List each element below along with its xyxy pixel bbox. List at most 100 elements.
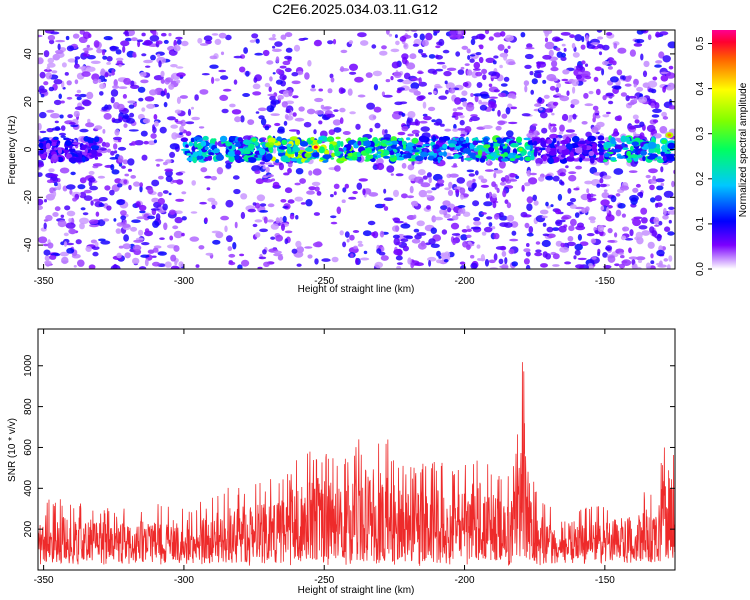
heatmap-cell	[228, 253, 236, 258]
heatmap-cell	[277, 128, 285, 134]
heatmap-cell	[70, 124, 79, 128]
heatmap-cell	[488, 83, 493, 88]
heatmap-cell	[656, 185, 664, 191]
heatmap-cell	[111, 69, 115, 76]
heatmap-cell	[323, 106, 332, 110]
heatmap-cell	[338, 87, 345, 94]
heatmap-cell	[313, 129, 317, 135]
heatmap-cell	[173, 245, 180, 252]
heatmap-cell	[523, 80, 530, 86]
heatmap-cell	[82, 47, 90, 52]
heatmap-band-cell	[662, 149, 668, 153]
heatmap-cell	[38, 88, 48, 93]
heatmap-cell	[330, 215, 337, 219]
heatmap-cell	[629, 49, 637, 57]
heatmap-cell	[209, 64, 219, 69]
heatmap-cell	[330, 221, 338, 225]
heatmap-cell	[598, 51, 603, 56]
heatmap-band-cell	[539, 147, 546, 151]
heatmap-cell	[117, 103, 125, 111]
heatmap-cell	[650, 260, 655, 265]
heatmap-cell	[633, 43, 643, 47]
heatmap-band-cell	[287, 143, 292, 147]
heatmap-cell	[602, 114, 610, 118]
heatmap-cell	[524, 53, 534, 60]
heatmap-cell	[430, 243, 440, 248]
heatmap-cell	[147, 140, 156, 146]
heatmap-cell	[649, 184, 655, 191]
heatmap-cell	[245, 70, 250, 77]
heatmap-cell	[83, 189, 92, 194]
heatmap-cell	[46, 66, 50, 71]
heatmap-cell	[590, 238, 597, 244]
heatmap-cell	[151, 255, 157, 258]
heatmap-cell	[628, 170, 638, 174]
heatmap-cell	[570, 133, 578, 137]
heatmap-cell	[63, 241, 68, 247]
heatmap-cell	[75, 239, 82, 245]
heatmap-band-cell	[490, 142, 494, 148]
heatmap-cell	[43, 50, 50, 58]
heatmap-cell	[545, 253, 552, 260]
heatmap-cell	[406, 116, 413, 124]
heatmap-cell	[561, 113, 569, 122]
heatmap-cell	[530, 89, 534, 95]
heatmap-cell	[357, 243, 364, 247]
heatmap-cell	[399, 36, 407, 42]
heatmap-cell	[426, 190, 433, 194]
heatmap-cell	[564, 261, 572, 265]
heatmap-cell	[98, 238, 106, 242]
heatmap-band-cell	[512, 152, 516, 155]
heatmap-cell	[169, 143, 180, 150]
heatmap-cell	[559, 172, 566, 177]
heatmap-band-cell	[503, 152, 509, 157]
heatmap-band-cell	[475, 140, 483, 143]
heatmap-cell	[390, 173, 394, 176]
heatmap-cell	[561, 78, 569, 82]
heatmap-cell	[433, 30, 440, 34]
heatmap-cell	[561, 43, 566, 47]
heatmap-cell	[535, 241, 541, 245]
heatmap-band-cell	[636, 139, 644, 143]
heatmap-cell	[152, 220, 160, 228]
heatmap-band-cell	[597, 140, 606, 144]
heatmap-band-cell	[623, 136, 631, 142]
heatmap-band-cell	[81, 144, 87, 149]
heatmap-cell	[48, 39, 55, 45]
heatmap-band-cell	[94, 136, 100, 143]
snr-x-tick-label: -300	[174, 575, 194, 586]
snr-x-tick-label: -250	[314, 575, 334, 586]
heatmap-band-cell	[190, 137, 195, 143]
heatmap-cell	[287, 199, 295, 204]
heatmap-cell	[110, 89, 119, 97]
heatmap-cell	[349, 234, 355, 241]
heatmap-cell	[85, 122, 95, 128]
heatmap-cell	[634, 133, 640, 137]
heatmap-cell	[503, 76, 510, 82]
heatmap-cell	[376, 248, 382, 254]
heatmap-cell	[132, 257, 140, 265]
heatmap-cell	[64, 205, 71, 211]
heatmap-cell	[435, 68, 444, 72]
heatmap-cell	[646, 124, 656, 133]
heatmap-cell	[469, 54, 476, 57]
heatmap-cell	[130, 37, 138, 42]
heatmap-cell	[581, 60, 586, 65]
heatmap-cell	[525, 47, 535, 50]
heatmap-cell	[211, 200, 218, 206]
heatmap-cell	[79, 222, 85, 230]
heatmap-cell	[284, 55, 292, 60]
heatmap-cell	[123, 123, 128, 128]
heatmap-cell	[620, 92, 628, 97]
heatmap-cell	[385, 79, 391, 83]
heatmap-cell	[654, 224, 660, 227]
heatmap-cell	[277, 254, 284, 261]
heatmap-cell	[413, 203, 418, 207]
heatmap-cell	[336, 206, 342, 215]
heatmap-cell	[299, 178, 306, 184]
heatmap-cell	[82, 53, 90, 57]
heatmap-cell	[383, 188, 387, 194]
heatmap-cell	[548, 49, 554, 57]
heatmap-band-cell	[267, 137, 276, 144]
